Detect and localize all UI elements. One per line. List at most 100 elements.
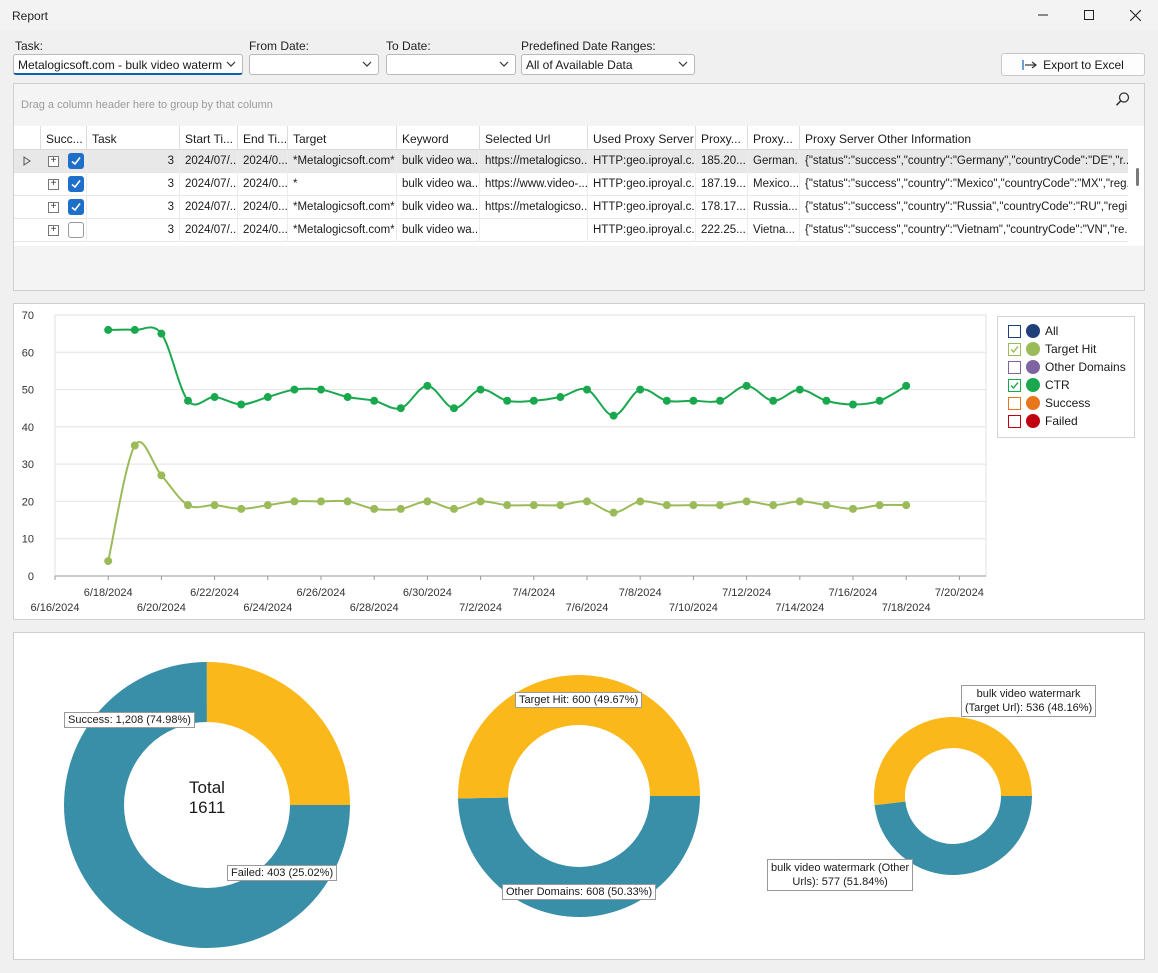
expand-row-button[interactable]: + <box>48 179 59 190</box>
search-icon[interactable] <box>1115 91 1131 107</box>
data-point[interactable] <box>689 396 698 405</box>
data-point[interactable] <box>583 497 591 506</box>
data-point[interactable] <box>343 393 352 402</box>
data-point[interactable] <box>396 504 405 513</box>
legend-checkbox[interactable] <box>1008 414 1021 428</box>
legend-checkbox[interactable] <box>1008 324 1021 338</box>
donut-slice[interactable] <box>874 717 1032 806</box>
data-point[interactable] <box>769 396 778 405</box>
data-point[interactable] <box>343 497 352 506</box>
legend-item-target-hit[interactable]: Target Hit <box>1008 341 1096 357</box>
data-point[interactable] <box>742 381 751 390</box>
data-point[interactable] <box>662 501 671 510</box>
data-point[interactable] <box>529 396 538 405</box>
success-checkbox[interactable] <box>68 153 84 169</box>
data-point[interactable] <box>370 504 379 513</box>
data-point[interactable] <box>290 385 299 394</box>
data-point[interactable] <box>130 325 139 334</box>
data-point[interactable] <box>742 497 751 506</box>
column-header-used-proxy-server[interactable]: Used Proxy Server <box>587 126 695 150</box>
column-header-success[interactable]: Succ... <box>40 126 86 150</box>
column-header-proxy-info[interactable]: Proxy Server Other Information <box>799 126 1128 150</box>
data-point[interactable] <box>609 411 618 420</box>
to-date-picker[interactable] <box>386 54 516 75</box>
data-point[interactable] <box>822 396 831 405</box>
data-point[interactable] <box>210 501 219 510</box>
table-row[interactable]: + 3 2024/07/... 2024/0... *Metalogicsoft… <box>14 150 1128 173</box>
donut-slice[interactable] <box>206 662 350 805</box>
column-header-selected-url[interactable]: Selected Url <box>479 126 587 150</box>
data-point[interactable] <box>263 501 272 510</box>
data-point[interactable] <box>396 404 405 413</box>
data-point[interactable] <box>636 385 645 394</box>
data-point[interactable] <box>769 501 778 510</box>
data-point[interactable] <box>609 508 618 517</box>
table-row[interactable] <box>14 242 1128 246</box>
data-point[interactable] <box>104 557 113 566</box>
data-point[interactable] <box>130 441 139 450</box>
expand-row-button[interactable]: + <box>48 202 59 213</box>
grid-vertical-scrollbar[interactable] <box>1131 126 1144 246</box>
donut-slice[interactable] <box>874 796 1032 875</box>
from-date-picker[interactable] <box>249 54 379 75</box>
data-point[interactable] <box>503 501 512 510</box>
data-point[interactable] <box>583 385 591 394</box>
legend-checkbox[interactable] <box>1008 378 1021 392</box>
data-point[interactable] <box>317 385 325 394</box>
expand-row-button[interactable]: + <box>48 156 59 167</box>
maximize-button[interactable] <box>1066 0 1112 30</box>
data-point[interactable] <box>157 471 166 480</box>
data-point[interactable] <box>423 497 432 506</box>
table-row[interactable]: + 3 2024/07/... 2024/0... * bulk video w… <box>14 173 1128 196</box>
data-point[interactable] <box>636 497 645 506</box>
task-select[interactable]: Metalogicsoft.com - bulk video watermark… <box>13 54 243 75</box>
legend-checkbox[interactable] <box>1008 342 1021 356</box>
column-header-proxy-ip[interactable]: Proxy... <box>695 126 747 150</box>
scrollbar-thumb[interactable] <box>1136 168 1139 186</box>
data-point[interactable] <box>423 381 432 390</box>
data-point[interactable] <box>104 325 113 334</box>
legend-item-other-domains[interactable]: Other Domains <box>1008 359 1126 375</box>
data-point[interactable] <box>875 396 884 405</box>
data-point[interactable] <box>795 385 804 394</box>
expand-row-button[interactable]: + <box>48 225 59 236</box>
group-by-hint[interactable]: Drag a column header here to group by th… <box>21 99 273 111</box>
data-point[interactable] <box>263 393 272 402</box>
data-point[interactable] <box>556 501 565 510</box>
data-point[interactable] <box>556 393 565 402</box>
data-point[interactable] <box>450 504 458 513</box>
data-point[interactable] <box>237 504 246 513</box>
data-point[interactable] <box>503 396 512 405</box>
legend-item-all[interactable]: All <box>1008 323 1058 339</box>
column-header-task[interactable]: Task <box>86 126 179 150</box>
data-point[interactable] <box>662 396 671 405</box>
data-point[interactable] <box>237 400 246 409</box>
column-header-end-time[interactable]: End Ti... <box>237 126 287 150</box>
success-checkbox[interactable] <box>68 199 84 215</box>
data-point[interactable] <box>184 501 192 510</box>
table-row[interactable]: + 3 2024/07/... 2024/0... *Metalogicsoft… <box>14 219 1128 242</box>
data-point[interactable] <box>210 393 219 402</box>
column-header-target[interactable]: Target <box>287 126 396 150</box>
data-point[interactable] <box>849 400 857 409</box>
date-range-select[interactable]: All of Available Data <box>521 54 695 75</box>
legend-item-failed[interactable]: Failed <box>1008 413 1078 429</box>
data-point[interactable] <box>902 381 911 390</box>
close-button[interactable] <box>1112 0 1158 30</box>
table-row[interactable]: + 3 2024/07/... 2024/0... *Metalogicsoft… <box>14 196 1128 219</box>
data-point[interactable] <box>529 501 538 510</box>
export-to-excel-button[interactable]: Export to Excel <box>1001 53 1145 76</box>
data-point[interactable] <box>476 385 485 394</box>
column-header-proxy-country[interactable]: Proxy... <box>747 126 799 150</box>
legend-item-success[interactable]: Success <box>1008 395 1090 411</box>
data-point[interactable] <box>290 497 299 506</box>
data-point[interactable] <box>476 497 485 506</box>
data-point[interactable] <box>902 501 911 510</box>
minimize-button[interactable] <box>1020 0 1066 30</box>
data-point[interactable] <box>450 404 458 413</box>
success-checkbox[interactable] <box>68 176 84 192</box>
data-point[interactable] <box>317 497 325 506</box>
data-point[interactable] <box>795 497 804 506</box>
column-header-start-time[interactable]: Start Ti... <box>179 126 237 150</box>
legend-checkbox[interactable] <box>1008 396 1021 410</box>
